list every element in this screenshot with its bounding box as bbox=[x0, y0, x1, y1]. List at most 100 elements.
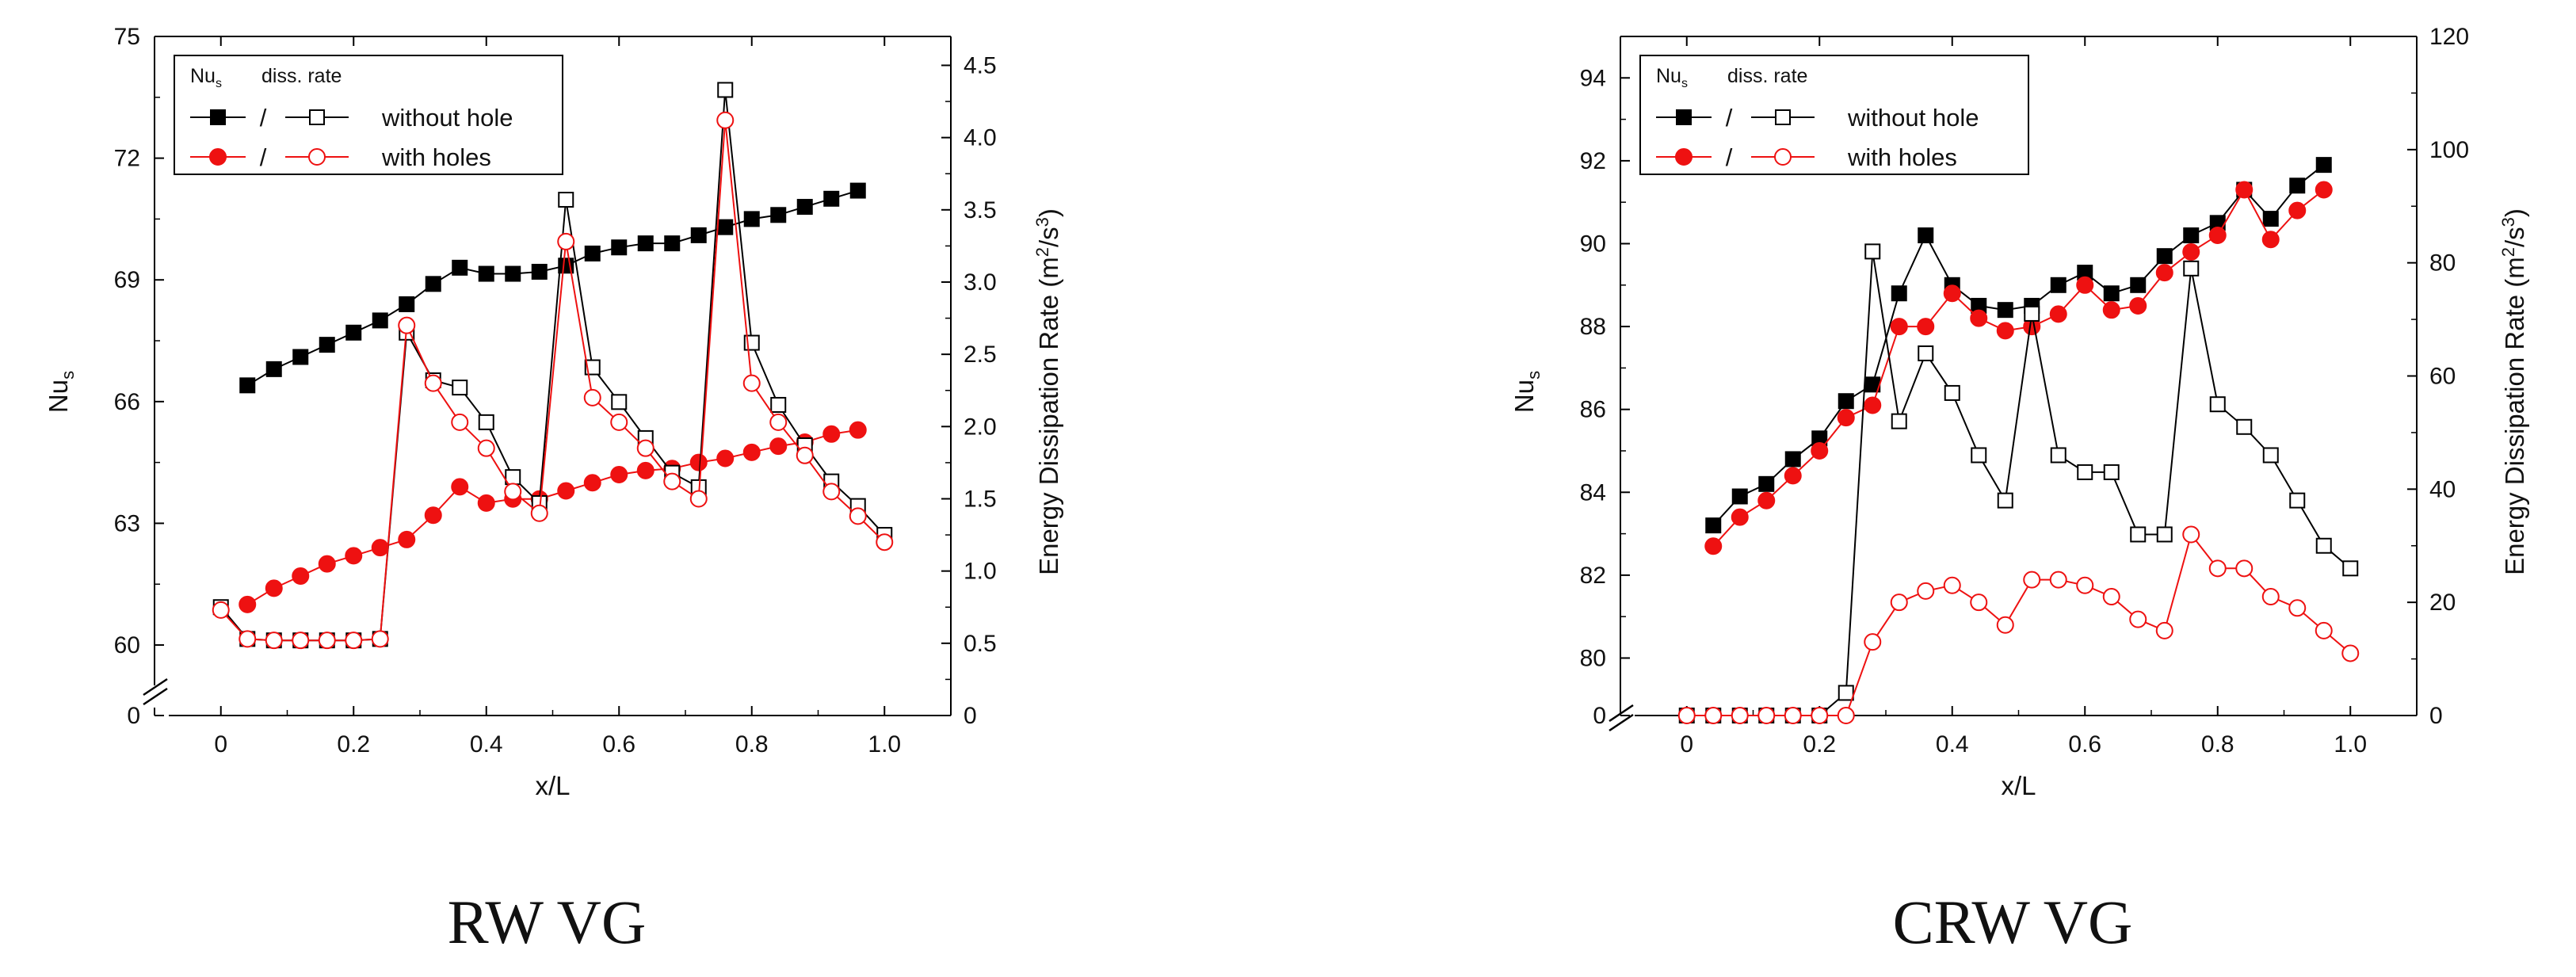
data-point-circle bbox=[1704, 537, 1723, 555]
data-point-circle bbox=[2235, 181, 2254, 199]
data-point-square bbox=[1971, 447, 1987, 464]
series-nu-with-holes bbox=[1704, 181, 2333, 555]
data-point-square bbox=[1997, 302, 2013, 319]
data-point-square bbox=[478, 265, 494, 282]
data-point-square bbox=[2236, 418, 2253, 435]
legend-marker-open bbox=[309, 109, 325, 125]
data-point-circle bbox=[2076, 276, 2094, 294]
legend-head-nu-main: Nu bbox=[1656, 65, 1681, 87]
data-point-square bbox=[717, 219, 734, 235]
x-tick-label: 0.4 bbox=[470, 731, 503, 758]
data-point-circle bbox=[742, 443, 761, 461]
data-point-square bbox=[611, 394, 628, 410]
data-point-circle bbox=[318, 555, 336, 573]
data-point-square bbox=[239, 377, 256, 394]
left-axis-title: Nus bbox=[1509, 371, 1544, 413]
data-point-circle bbox=[2129, 296, 2147, 315]
data-point-square bbox=[399, 296, 415, 312]
x-tick-label: 0.6 bbox=[2068, 731, 2101, 758]
data-point-square bbox=[2342, 560, 2359, 577]
data-point-circle bbox=[1784, 707, 1802, 724]
data-point-circle bbox=[2102, 301, 2120, 319]
data-point-circle bbox=[2049, 305, 2067, 323]
right-tick-label: 1.5 bbox=[964, 486, 997, 512]
x-tick-label: 0.8 bbox=[735, 731, 769, 758]
right-tick-label: 120 bbox=[2429, 24, 2469, 50]
data-point-circle bbox=[2261, 588, 2280, 606]
data-point-circle bbox=[610, 465, 628, 483]
right-axis-title-mid: /s bbox=[2500, 227, 2529, 247]
x-tick-label: 0.6 bbox=[602, 731, 635, 758]
data-point-circle bbox=[583, 474, 601, 492]
right-axis-title-tail: ) bbox=[2500, 208, 2529, 217]
data-point-circle bbox=[849, 421, 867, 439]
left-tick-label: 75 bbox=[114, 24, 140, 50]
x-tick-label: 0 bbox=[214, 731, 227, 758]
left-tick-label: 80 bbox=[1580, 645, 1606, 671]
data-point-circle bbox=[239, 630, 257, 648]
axis-break-mark bbox=[1609, 713, 1634, 732]
data-point-square bbox=[1838, 685, 1854, 701]
left-axis-title-main: Nu bbox=[1509, 380, 1539, 413]
data-point-circle bbox=[2049, 571, 2067, 589]
right-tick-label: 100 bbox=[2429, 137, 2469, 163]
series-line bbox=[1686, 532, 2351, 716]
data-point-circle bbox=[1996, 322, 2014, 340]
data-point-circle bbox=[345, 632, 363, 650]
data-point-square bbox=[2050, 447, 2067, 464]
data-point-circle bbox=[2129, 610, 2147, 628]
series-diss-rate-with-holes bbox=[1677, 525, 2360, 724]
left-axis-title: Nus bbox=[44, 371, 78, 413]
data-point-circle bbox=[292, 567, 310, 585]
data-point-circle bbox=[477, 439, 495, 457]
data-point-square bbox=[265, 361, 282, 377]
x-tick-label: 0 bbox=[1680, 731, 1693, 758]
legend-marker-open bbox=[308, 148, 326, 166]
legend: Nus diss. rate / without hole / with holes bbox=[1639, 55, 2029, 175]
data-point-circle bbox=[2182, 525, 2200, 544]
data-point-square bbox=[558, 192, 574, 208]
legend-head-nu-main: Nu bbox=[190, 65, 216, 87]
data-point-square bbox=[584, 245, 601, 261]
right-axis-title: Energy Dissipation Rate (m2/s3) bbox=[1032, 208, 1063, 575]
data-point-circle bbox=[1970, 593, 1988, 612]
left-tick-label: 0 bbox=[127, 703, 140, 729]
data-point-circle bbox=[530, 504, 548, 522]
data-point-square bbox=[637, 235, 654, 252]
data-point-circle bbox=[265, 579, 283, 597]
legend-head-nu-sub: s bbox=[1681, 77, 1688, 90]
right-tick-label: 1.0 bbox=[964, 559, 997, 585]
data-point-circle bbox=[2288, 599, 2307, 617]
right-axis-title-tail: ) bbox=[1034, 208, 1063, 217]
legend-box bbox=[1639, 55, 2029, 175]
data-point-square bbox=[2183, 227, 2200, 244]
data-point-square bbox=[796, 199, 813, 216]
legend-slash: / bbox=[1726, 143, 1733, 171]
x-tick-label: 1.0 bbox=[868, 731, 901, 758]
x-tick-label: 0.2 bbox=[337, 731, 370, 758]
data-point-square bbox=[823, 190, 840, 207]
data-point-circle bbox=[424, 506, 442, 525]
data-point-circle bbox=[1917, 318, 1935, 336]
left-axis-title-sub: s bbox=[1524, 371, 1544, 380]
left-axis-title-main: Nu bbox=[44, 380, 73, 413]
data-point-square bbox=[1731, 488, 1748, 505]
legend-slash: / bbox=[260, 143, 267, 171]
data-point-circle bbox=[1943, 284, 1961, 303]
legend-head-diss: diss. rate bbox=[1727, 65, 1807, 87]
data-point-circle bbox=[1757, 707, 1776, 724]
series-line bbox=[1686, 251, 2351, 716]
data-point-square bbox=[452, 380, 468, 396]
legend-marker-open bbox=[1775, 109, 1791, 125]
data-point-circle bbox=[716, 111, 735, 129]
data-point-circle bbox=[1864, 633, 1882, 651]
left-tick-label: 90 bbox=[1580, 231, 1606, 257]
data-point-square bbox=[770, 207, 787, 223]
series-diss-rate-without-hole bbox=[1678, 243, 2359, 723]
right-tick-label: 3.5 bbox=[964, 197, 997, 223]
right-tick-label: 40 bbox=[2429, 476, 2456, 502]
right-axis-title-main: Energy Dissipation Rate (m bbox=[1034, 257, 1063, 575]
legend-marker-filled bbox=[210, 109, 226, 125]
series-line bbox=[1712, 164, 2325, 526]
